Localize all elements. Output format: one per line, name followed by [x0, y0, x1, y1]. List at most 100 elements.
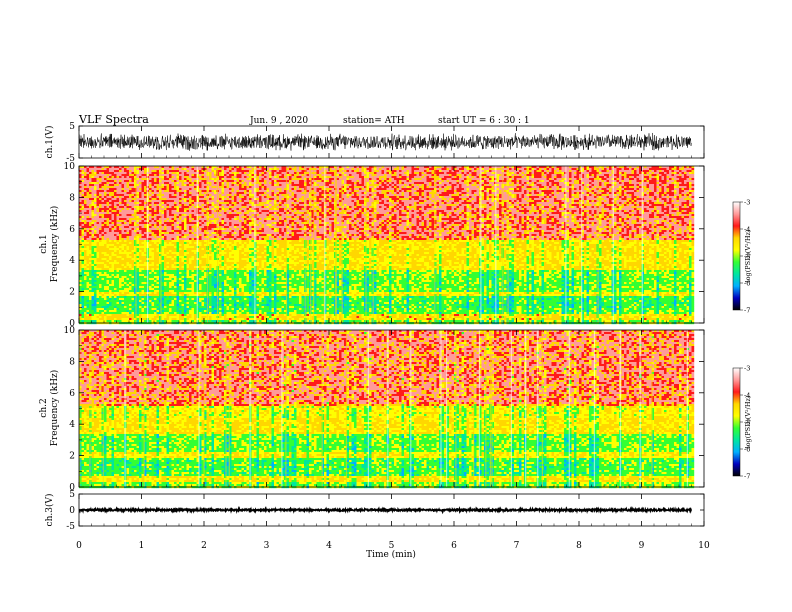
spectrogram-cell	[187, 168, 190, 170]
spectrogram-cell	[84, 186, 87, 188]
spectrogram-cell	[439, 202, 442, 204]
spectrogram-cell	[389, 182, 392, 184]
spectrogram-cell	[474, 194, 477, 196]
spectrogram-cell	[567, 178, 570, 180]
spectrogram-cell	[349, 192, 352, 194]
spectrogram-cell	[604, 194, 607, 196]
spectrogram-cell	[142, 168, 145, 170]
spectrogram-cell	[212, 178, 215, 180]
spectrogram-cell	[457, 196, 460, 198]
spectrogram-cell	[137, 194, 140, 196]
spectrogram-cell	[634, 198, 637, 200]
spectrogram-cell	[319, 176, 322, 178]
spectrogram-cell	[662, 200, 665, 202]
spectrogram-cell	[504, 186, 507, 188]
spectrogram-cell	[314, 180, 317, 182]
spectrogram-cell	[102, 188, 105, 190]
spectrogram-cell	[504, 180, 507, 182]
spectrogram-cell	[677, 200, 680, 202]
spectrogram-cell	[149, 186, 152, 188]
spectrogram-cell	[512, 194, 515, 196]
spectrogram-cell	[522, 200, 525, 202]
spectrogram-cell	[199, 176, 202, 178]
spectrogram-cell	[94, 180, 97, 182]
spectrogram-cell	[247, 186, 250, 188]
spectrogram-cell	[647, 174, 650, 176]
spectrogram-cell	[237, 186, 240, 188]
spectrogram-cell	[267, 190, 270, 192]
spectrogram-cell	[474, 182, 477, 184]
spectrogram-cell	[414, 174, 417, 176]
spectrogram-cell	[234, 196, 237, 198]
spectrogram-cell	[557, 170, 560, 172]
spectrogram-cell	[274, 184, 277, 186]
spectrogram-cell	[252, 194, 255, 196]
spectrogram-cell	[532, 178, 535, 180]
spectrogram-cell	[234, 182, 237, 184]
spectrogram-cell	[604, 198, 607, 200]
spectrogram-cell	[274, 192, 277, 194]
spectrogram-cell	[289, 198, 292, 200]
spectrogram-cell	[172, 178, 175, 180]
spectrogram-cell	[357, 198, 360, 200]
spectrogram-cell	[529, 180, 532, 182]
spectrogram-cell	[532, 200, 535, 202]
spectrogram-cell	[602, 170, 605, 172]
spectrogram-cell	[617, 202, 620, 204]
spectrogram-cell	[472, 204, 475, 206]
spectrogram-cell	[92, 172, 95, 174]
spectrogram-cell	[249, 186, 252, 188]
spectrogram-cell	[524, 176, 527, 178]
spectrogram-cell	[354, 198, 357, 200]
spectrogram-cell	[477, 176, 480, 178]
spectrogram-cell	[302, 176, 305, 178]
spectrogram-cell	[379, 194, 382, 196]
spectrogram-cell	[429, 176, 432, 178]
spectrogram-cell	[294, 190, 297, 192]
spectrogram-cell	[527, 198, 530, 200]
spectrogram-cell	[637, 180, 640, 182]
spectrogram-cell	[167, 206, 170, 208]
spectrogram-cell	[669, 190, 672, 192]
spectrogram-cell	[649, 204, 652, 206]
spectrogram-cell	[667, 176, 670, 178]
spectrogram-cell	[634, 168, 637, 170]
spectrogram-cell	[547, 188, 550, 190]
spectrogram-cell	[617, 176, 620, 178]
spectrogram-cell	[332, 184, 335, 186]
spectrogram-cell	[449, 190, 452, 192]
spectrogram-cell	[354, 188, 357, 190]
spectrogram-cell	[394, 170, 397, 172]
spectrogram-cell	[117, 176, 120, 178]
spectrogram-cell	[437, 190, 440, 192]
spectrogram-cell	[229, 190, 232, 192]
spectrogram-cell	[79, 198, 82, 200]
figure-title: VLF Spectra	[78, 113, 149, 126]
spectrogram-cell	[302, 172, 305, 174]
spectrogram-cell	[272, 192, 275, 194]
spectrogram-cell	[617, 174, 620, 176]
spectrogram-cell	[592, 190, 595, 192]
spectrogram-cell	[692, 204, 695, 206]
spectrogram-cell	[119, 204, 122, 206]
spectrogram-cell	[432, 192, 435, 194]
spectrogram-cell	[607, 176, 610, 178]
spectrogram-cell	[327, 200, 330, 202]
spectrogram-cell	[102, 184, 105, 186]
spectrogram-cell	[349, 200, 352, 202]
spectrogram-cell	[162, 184, 165, 186]
spectrogram-cell	[174, 178, 177, 180]
spectrogram-cell	[409, 200, 412, 202]
spectrogram-cell	[219, 194, 222, 196]
spectrogram-cell	[267, 180, 270, 182]
spectrogram-cell	[164, 202, 167, 204]
spectrogram-cell	[629, 198, 632, 200]
spectrogram-cell	[274, 174, 277, 176]
spectrogram-cell	[464, 176, 467, 178]
spectrogram-cell	[664, 190, 667, 192]
spectrogram-cell	[537, 200, 540, 202]
spectrogram-cell	[577, 200, 580, 202]
spectrogram-cell	[109, 184, 112, 186]
spectrogram-cell	[497, 196, 500, 198]
spectrogram-cell	[399, 180, 402, 182]
